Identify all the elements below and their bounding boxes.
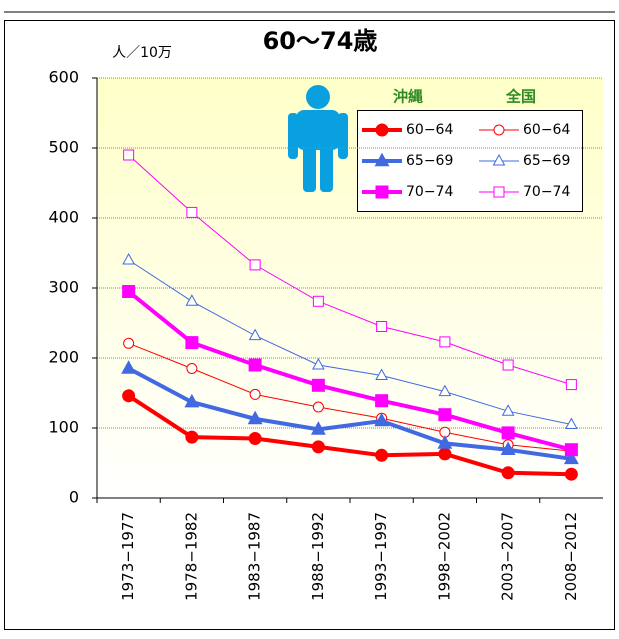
legend-marker: [493, 186, 505, 198]
data-point: [186, 206, 198, 218]
y-tick-label: 100: [48, 418, 79, 437]
x-tick-label: 1978−1982: [182, 512, 200, 601]
legend-marker: [375, 185, 389, 199]
data-point: [310, 421, 326, 435]
data-point: [311, 440, 325, 454]
data-point: [564, 467, 578, 481]
data-point: [185, 294, 199, 306]
legend-title: 沖縄: [393, 88, 423, 106]
legend-label: 60−64: [406, 122, 453, 138]
data-point: [312, 401, 324, 413]
data-point: [500, 441, 516, 455]
data-point: [248, 328, 262, 341]
legend-marker: [493, 124, 505, 136]
data-point: [565, 379, 577, 391]
data-point: [248, 432, 262, 445]
data-point: [438, 447, 452, 461]
data-point: [311, 378, 325, 392]
legend-label: 60−64: [523, 122, 570, 138]
y-tick-label: 400: [48, 208, 79, 227]
data-point: [437, 435, 453, 449]
data-point: [376, 321, 388, 332]
y-tick-label: 200: [48, 348, 79, 367]
y-tick-label: 600: [48, 68, 79, 87]
legend-marker: [374, 152, 390, 167]
x-tick-label: 2003−2007: [499, 512, 517, 601]
legend-label: 70−74: [523, 184, 570, 200]
x-tick-label: 1973−1977: [119, 512, 137, 601]
data-point: [122, 252, 135, 265]
x-tick-label: 2008−2012: [562, 512, 580, 601]
data-point: [564, 443, 578, 457]
data-point: [121, 360, 137, 374]
series-line: [128, 342, 572, 452]
data-point: [123, 337, 135, 349]
data-point: [565, 417, 578, 429]
data-point: [247, 410, 263, 425]
series-line: [127, 394, 572, 477]
data-point: [249, 259, 261, 271]
series-line: [127, 289, 572, 452]
data-point: [248, 358, 262, 372]
y-tick-label: 500: [48, 138, 79, 157]
data-point: [438, 408, 452, 422]
data-point: [501, 426, 515, 440]
y-tick-label: 0: [69, 488, 79, 507]
series-line: [128, 154, 572, 386]
data-point: [375, 448, 389, 462]
data-point: [501, 466, 515, 480]
data-point: [563, 450, 579, 465]
data-point: [186, 363, 198, 374]
data-point: [438, 384, 452, 397]
x-tick-label: 1993−1997: [372, 512, 390, 601]
legend-marker: [492, 153, 506, 166]
data-point: [375, 368, 388, 380]
data-point: [185, 430, 199, 444]
data-point: [184, 393, 200, 408]
y-axis-label: 人／10万: [112, 45, 172, 61]
legend-title: 全国: [505, 88, 536, 106]
data-point: [374, 412, 390, 427]
x-tick-label: 1998−2002: [435, 512, 453, 601]
data-point: [122, 285, 136, 298]
series-line: [128, 259, 572, 425]
data-point: [312, 295, 324, 307]
series-line: [127, 366, 572, 461]
data-point: [185, 336, 199, 350]
data-point: [375, 394, 389, 408]
legend-label: 65−69: [523, 153, 570, 169]
data-point: [123, 149, 135, 161]
x-tick-label: 1983−1987: [246, 512, 264, 601]
legend-label: 70−74: [406, 184, 453, 200]
legend-marker: [375, 123, 389, 137]
data-point: [439, 336, 451, 348]
person-icon: [288, 85, 348, 192]
data-point: [122, 389, 136, 403]
x-tick-label: 1988−1992: [309, 512, 327, 601]
data-point: [312, 357, 325, 370]
legend-label: 65−69: [406, 153, 453, 169]
chart-title: 60〜74歳: [263, 27, 378, 55]
data-point: [501, 404, 515, 416]
data-point: [502, 359, 514, 371]
y-tick-label: 300: [48, 278, 79, 297]
data-point: [249, 388, 261, 400]
